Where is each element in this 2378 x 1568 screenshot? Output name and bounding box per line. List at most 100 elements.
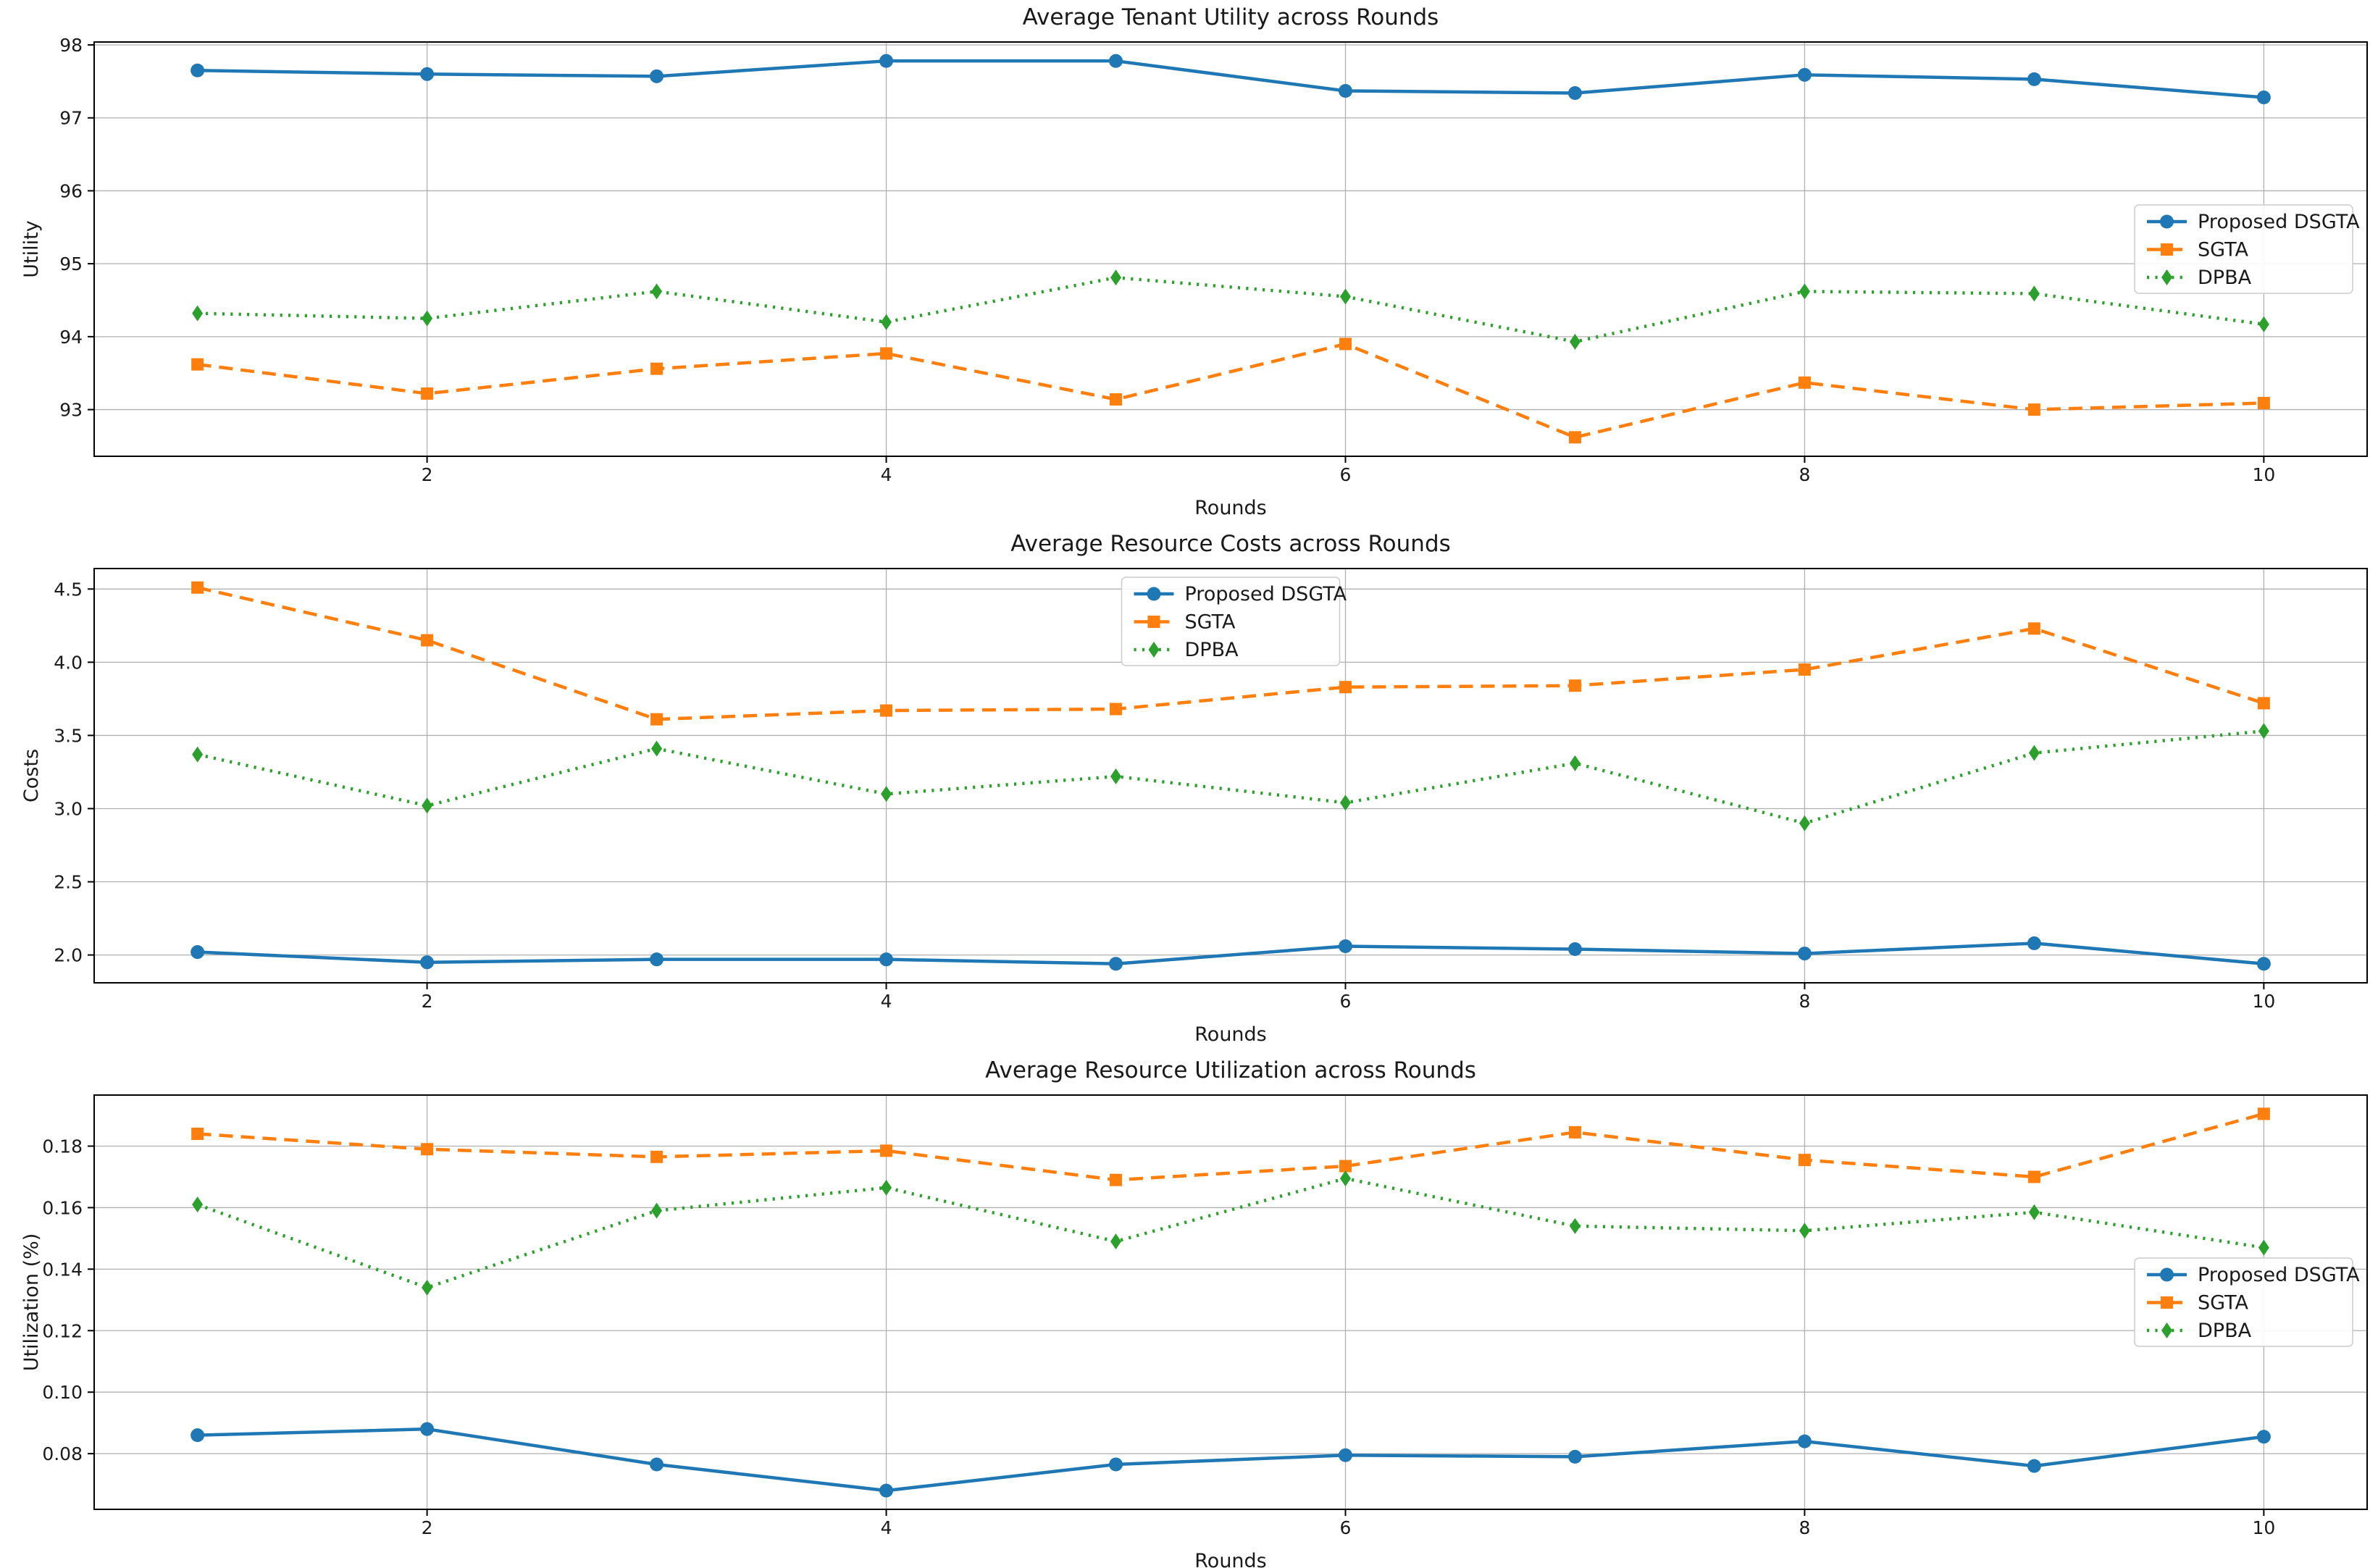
legend-label: Proposed DSGTA [1185,583,1347,605]
chart-title: Average Resource Utilization across Roun… [985,1057,1476,1083]
legend-box [2134,1257,2353,1347]
data-point-dpba [2258,723,2269,739]
x-tick-label: 8 [1799,464,1810,485]
data-point-proposed-dsgta [1109,54,1123,68]
utility-chart-panel: 2 4 6 8 10 93 94 95 96 97 98 Average Tenant Utility… [0,0,2378,527]
data-point-proposed-dsgta [1797,947,1812,961]
data-point-proposed-dsgta [650,69,664,83]
legend-marker-square [2161,243,2173,256]
data-point-proposed-dsgta [420,1422,435,1436]
data-point-sgta [1798,1154,1811,1167]
y-tick-label: 2.5 [54,872,83,893]
legend-item: DPBA [1134,639,1239,661]
costs-chart-panel: 2 4 6 8 10 2.0 2.5 3.0 3.5 4.0 4.5 Average Resource… [0,527,2378,1053]
data-point-sgta [1110,393,1123,406]
legend: Proposed DSGTA SGTA DPBA [2134,204,2360,294]
data-point-sgta [2257,697,2270,710]
data-point-sgta [421,1143,434,1156]
data-point-sgta [1798,663,1811,676]
legend: Proposed DSGTA SGTA DPBA [2134,1257,2360,1347]
y-axis-label: Utilization (%) [20,1233,43,1372]
data-point-proposed-dsgta [1567,85,1582,100]
plot-border [93,568,2368,984]
data-point-dpba [192,305,204,322]
data-point-dpba [2258,1239,2269,1256]
x-tick-label: 10 [2252,464,2275,485]
legend-item: Proposed DSGTA [2147,211,2360,233]
series-line-proposed-dsgta [197,59,2264,99]
y-tick-label: 0.14 [42,1259,83,1280]
series-line-sgta [197,1112,2264,1182]
chart-svg: 2 4 6 8 10 0.08 0.10 0.12 0.14 0.16 0.18 Average Re… [0,1053,2378,1568]
data-point-sgta [650,713,663,726]
data-point-dpba [2258,316,2269,332]
data-point-dpba [422,1279,433,1296]
legend-label: DPBA [1185,639,1239,661]
data-point-proposed-dsgta [1109,1457,1123,1472]
data-point-dpba [881,314,892,330]
data-point-sgta [2027,403,2040,416]
x-tick-label: 10 [2252,991,2275,1012]
data-point-dpba [422,797,433,814]
data-point-dpba [2028,745,2040,761]
data-point-proposed-dsgta [2027,72,2041,86]
data-point-proposed-dsgta [1338,83,1352,98]
data-point-sgta [1339,338,1352,351]
data-point-proposed-dsgta [879,1483,894,1498]
data-point-dpba [1799,815,1810,831]
data-point-proposed-dsgta [2027,1459,2041,1473]
x-axis-label: Rounds [1194,1550,1267,1568]
data-point-proposed-dsgta [1567,942,1582,957]
x-tick-label: 8 [1799,991,1810,1012]
y-axis-label: Costs [20,749,43,802]
data-point-dpba [881,786,892,802]
legend: Proposed DSGTA SGTA DPBA [1121,577,1347,666]
data-point-dpba [651,283,663,300]
data-point-dpba [1799,1223,1810,1239]
data-point-proposed-dsgta [2256,91,2271,105]
data-point-dpba [651,1202,663,1219]
y-tick-label: 3.0 [54,798,83,819]
y-tick-label: 2.0 [54,945,83,966]
legend-marker-square [2161,1296,2173,1309]
data-point-dpba [2028,285,2040,302]
data-point-proposed-dsgta [1338,1448,1352,1462]
data-point-sgta [650,1150,663,1163]
data-point-sgta [880,704,893,717]
data-point-sgta [1110,1173,1123,1186]
data-point-sgta [1568,431,1581,444]
legend-item: SGTA [2147,1292,2248,1315]
x-tick-label: 8 [1799,1517,1810,1538]
y-tick-label: 0.18 [42,1136,83,1157]
legend-marker-circle [1147,587,1161,601]
data-point-proposed-dsgta [1109,957,1123,971]
data-point-proposed-dsgta [2027,936,2041,950]
y-tick-label: 98 [59,35,83,56]
y-tick-label: 0.10 [42,1382,83,1403]
legend-label: Proposed DSGTA [2198,211,2360,233]
series-line-dpba [196,1176,2264,1290]
y-tick-label: 3.5 [54,725,83,746]
data-point-sgta [2257,1107,2270,1120]
legend-label: SGTA [1185,611,1236,634]
legend-label: Proposed DSGTA [2198,1264,2360,1286]
chart-svg: 2 4 6 8 10 2.0 2.5 3.0 3.5 4.0 4.5 Average Resource… [0,527,2378,1050]
legend-box [1121,577,1341,666]
legend-label: DPBA [2198,267,2252,289]
data-point-dpba [651,740,663,757]
data-point-dpba [192,1196,204,1213]
data-point-dpba [1339,288,1351,305]
legend-item: DPBA [2147,1320,2252,1342]
legend-item: Proposed DSGTA [2147,1264,2360,1286]
data-point-sgta [1798,376,1811,389]
data-point-sgta [1568,679,1581,692]
data-point-sgta [2257,396,2270,409]
data-point-proposed-dsgta [191,63,205,77]
data-point-sgta [191,1128,204,1141]
data-point-sgta [2027,1170,2040,1183]
x-tick-label: 6 [1340,464,1352,485]
data-point-proposed-dsgta [650,952,664,967]
data-point-proposed-dsgta [191,1428,205,1443]
data-point-dpba [1569,333,1581,350]
